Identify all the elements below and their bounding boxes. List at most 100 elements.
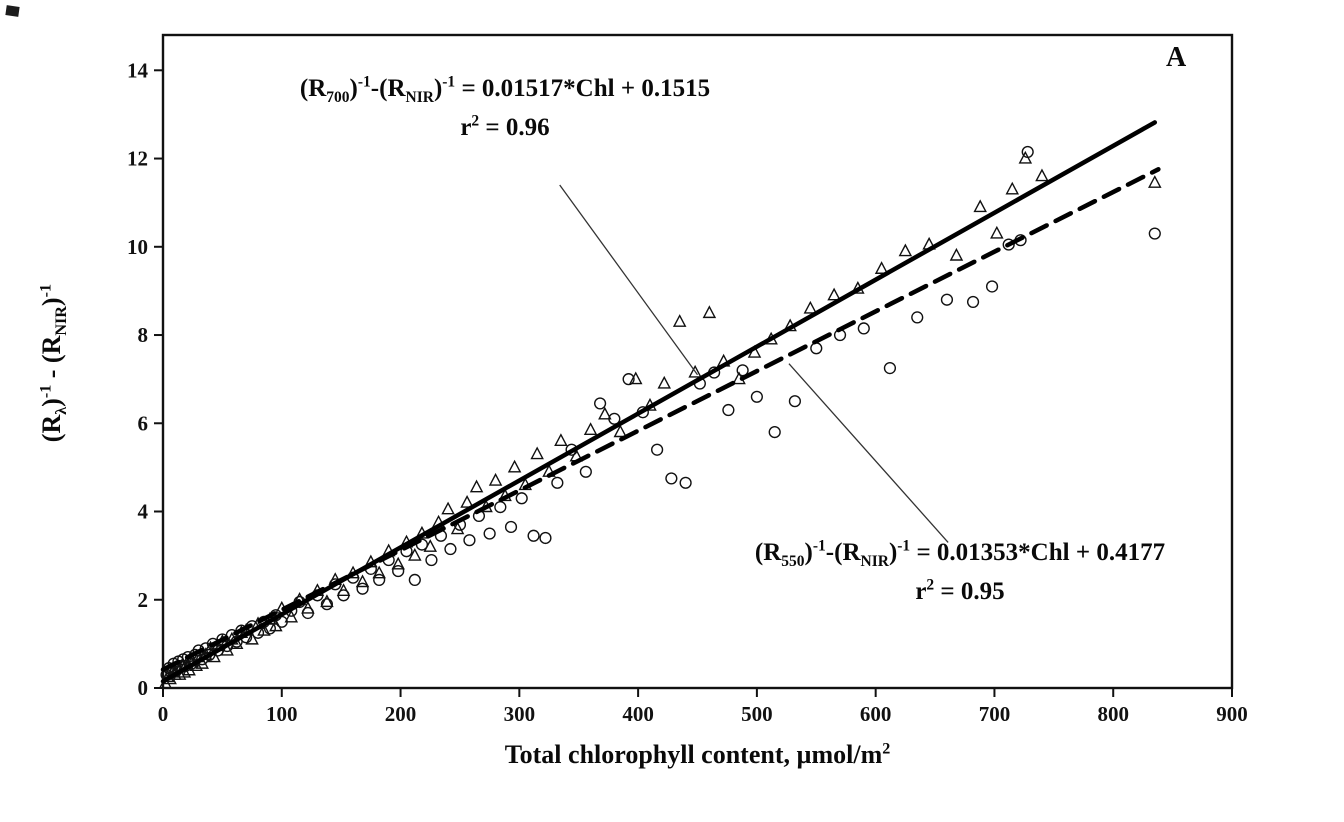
scatter-point-circle: [337, 589, 350, 602]
scatter-point-triangle: [949, 247, 964, 261]
scatter-point-circle: [768, 425, 781, 439]
r-squared-r550: r2 = 0.95: [915, 576, 1005, 606]
scatter-point-triangle: [554, 433, 568, 447]
scatter-point-triangle: [372, 565, 386, 579]
x-tick-label: 900: [1216, 702, 1248, 726]
equation-r700-text: (R700)-1-(RNIR)-1 = 0.01517*Chl + 0.1515: [299, 73, 711, 106]
scatter-point-circle: [911, 311, 924, 324]
scatter-point-circle: [392, 564, 405, 578]
annotation-leader-line-2: [788, 363, 949, 543]
scatter-point-triangle: [672, 314, 687, 327]
scatter-point-circle: [810, 342, 823, 355]
scatter-point-triangle: [583, 422, 598, 435]
scatter-point-triangle: [355, 574, 370, 588]
x-tick-label: 700: [979, 702, 1011, 726]
plot-frame: [161, 33, 1234, 690]
scatter-point-triangle: [613, 424, 628, 438]
equation-r550-text: (R550)-1-(RNIR)-1 = 0.01353*Chl + 0.4177: [754, 537, 1166, 570]
scatter-point-triangle: [469, 479, 484, 493]
scatter-point-circle: [494, 501, 507, 514]
scatter-point-circle: [651, 443, 664, 456]
scatter-point-circle: [679, 476, 692, 489]
scatter-point-circle: [857, 322, 870, 335]
scatter-point-triangle: [898, 243, 913, 257]
scatter-point-triangle: [460, 494, 474, 508]
scatter-point-triangle: [450, 521, 465, 535]
scatter-point-triangle: [657, 375, 672, 389]
scatter-point-circle: [985, 280, 999, 293]
scatter-point-circle: [1148, 227, 1161, 240]
scatter-point-triangle: [702, 305, 717, 319]
scatter-point-triangle: [245, 631, 259, 645]
y-tick-label: 6: [138, 411, 149, 435]
y-axis-title: (Rλ)-1 - (RNIR)-1: [36, 284, 71, 443]
y-tick-label: 4: [138, 500, 149, 524]
scatter-point-circle: [504, 520, 518, 534]
scatter-point-triangle: [1005, 181, 1020, 195]
scatter-point-triangle: [628, 371, 643, 385]
scatter-point-triangle: [598, 406, 612, 420]
scatter-point-circle: [539, 531, 552, 545]
annotation-leader-line-1: [559, 184, 699, 376]
scatter-point-triangle: [973, 199, 987, 213]
y-tick-label: 8: [138, 323, 149, 347]
panel-label: A: [1166, 42, 1187, 73]
x-tick-label: 200: [385, 702, 417, 726]
y-tick-label: 12: [127, 147, 148, 171]
scatter-point-triangle: [391, 556, 405, 570]
scatter-point-triangle: [488, 472, 503, 486]
scatter-point-circle: [966, 295, 980, 309]
scatter-point-circle: [320, 598, 334, 611]
scatter-point-circle: [750, 390, 763, 403]
scatter-point-circle: [788, 395, 801, 408]
scatter-point-circle: [883, 362, 897, 375]
scatter-point-circle: [463, 534, 476, 547]
equation-annotation-r550: (R550)-1-(RNIR)-1 = 0.01353*Chl + 0.4177…: [680, 534, 1240, 611]
scatter-point-triangle: [408, 547, 422, 561]
scatter-point-triangle: [284, 609, 299, 623]
x-tick-label: 600: [860, 702, 892, 726]
x-tick-label: 400: [622, 702, 654, 726]
scatter-point-circle: [665, 472, 678, 485]
scatter-point-circle: [608, 412, 621, 425]
scatter-point-triangle: [1035, 168, 1049, 182]
scatter-point-circle: [594, 397, 607, 410]
x-tick-label: 0: [158, 702, 169, 726]
scatter-point-triangle: [441, 501, 455, 515]
y-tick-label: 2: [138, 588, 149, 612]
scatter-point-triangle: [688, 364, 702, 378]
scatter-point-circle: [408, 573, 421, 587]
scatter-point-circle: [622, 373, 635, 386]
scatter-point-triangle: [530, 446, 544, 460]
x-axis-title: Total chlorophyll content, µmol/m2: [504, 740, 891, 769]
regression-line-dashed: [160, 167, 1161, 672]
scatter-point-circle: [515, 492, 528, 505]
scatter-point-triangle: [990, 225, 1004, 239]
scatter-point-circle: [444, 542, 457, 556]
scatter-point-circle: [940, 293, 954, 306]
scatter-point-circle: [181, 651, 195, 664]
scatter-point-circle: [527, 529, 540, 542]
scatter-point-circle: [722, 403, 735, 417]
scatter-point-circle: [1021, 145, 1034, 159]
scatter-point-circle: [551, 476, 564, 489]
x-tick-label: 300: [504, 702, 536, 726]
r-squared-r700: r2 = 0.96: [460, 112, 550, 142]
scatter-point-triangle: [320, 594, 334, 608]
equation-annotation-r700: (R700)-1-(RNIR)-1 = 0.01517*Chl + 0.1515…: [225, 70, 785, 147]
scatter-point-circle: [579, 465, 592, 478]
x-tick-label: 500: [741, 702, 773, 726]
regression-line-solid: [160, 120, 1158, 684]
scatter-point-triangle: [1148, 175, 1162, 188]
scatter-point-circle: [373, 573, 386, 587]
scatter-point-circle: [356, 582, 369, 595]
x-tick-label: 800: [1097, 702, 1129, 726]
scatter-point-circle: [736, 364, 749, 377]
scatter-point-circle: [301, 606, 315, 620]
y-tick-label: 0: [138, 676, 149, 700]
scatter-point-triangle: [220, 642, 234, 656]
scatter-point-triangle: [507, 459, 522, 473]
x-tick-label: 100: [266, 702, 298, 726]
